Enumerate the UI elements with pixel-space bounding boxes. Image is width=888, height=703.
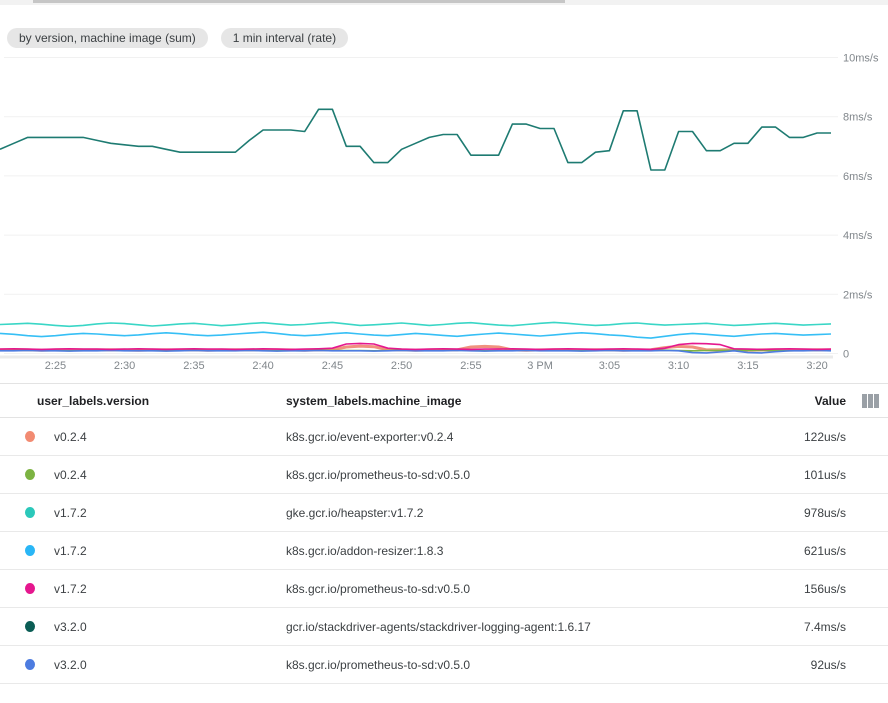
x-axis-label: 2:40	[252, 360, 273, 372]
machine-image-label: gke.gcr.io/heapster:v1.7.2	[286, 505, 424, 520]
x-axis-label: 3:15	[737, 360, 758, 372]
version-label: v0.2.4	[54, 429, 87, 444]
y-axis-label: 4ms/s	[843, 230, 873, 242]
column-header-version: user_labels.version	[37, 393, 150, 408]
table-header-actions	[846, 393, 888, 408]
column-header-machine-image: system_labels.machine_image	[286, 393, 462, 408]
version-label: v3.2.0	[54, 619, 87, 634]
series-color-dot	[25, 469, 35, 480]
top-toolbar-edge-segment	[33, 0, 565, 3]
x-axis-label: 2:35	[183, 360, 204, 372]
series-line-logging-agent	[0, 108, 831, 171]
cell-version: v1.7.2	[0, 544, 286, 558]
series-line-addon-resizer	[0, 331, 832, 339]
x-axis-label: 3 PM	[527, 360, 553, 372]
version-label: v1.7.2	[54, 543, 87, 558]
series-line-heapster	[0, 321, 832, 328]
view-columns-icon[interactable]	[862, 393, 879, 408]
column-header-value: Value	[814, 393, 846, 408]
table-row[interactable]: v3.2.0 k8s.gcr.io/prometheus-to-sd:v0.5.0…	[0, 646, 888, 684]
value-label: 122us/s	[803, 429, 846, 444]
table-row[interactable]: v0.2.4 k8s.gcr.io/event-exporter:v0.2.4 12…	[0, 418, 888, 456]
table-row[interactable]: v1.7.2 gke.gcr.io/heapster:v1.7.2 978us/s	[0, 494, 888, 532]
x-axis-label: 2:30	[114, 360, 135, 372]
version-label: v1.7.2	[54, 505, 87, 520]
series-color-dot	[25, 431, 35, 442]
cell-version: v3.2.0	[0, 620, 286, 634]
alignment-chip[interactable]: 1 min interval (rate)	[220, 28, 349, 48]
cell-version: v1.7.2	[0, 506, 286, 520]
value-label: 7.4ms/s	[803, 619, 846, 634]
cell-version: v0.2.4	[0, 430, 286, 444]
x-axis-label: 3:10	[668, 360, 689, 372]
table-body: v0.2.4 k8s.gcr.io/event-exporter:v0.2.4 12…	[0, 418, 888, 684]
x-axis-label: 3:05	[599, 360, 620, 372]
y-axis-label: 8ms/s	[843, 112, 873, 124]
x-axis-label: 2:50	[391, 360, 412, 372]
series-color-dot	[25, 507, 35, 518]
x-axis-label: 2:55	[460, 360, 481, 372]
y-axis-label: 0	[843, 349, 849, 361]
value-label: 621us/s	[803, 543, 846, 558]
version-label: v0.2.4	[54, 467, 87, 482]
breakdown-table: user_labels.version system_labels.machin…	[0, 383, 888, 684]
table-row[interactable]: v0.2.4 k8s.gcr.io/prometheus-to-sd:v0.5.0…	[0, 456, 888, 494]
machine-image-label: gcr.io/stackdriver-agents/stackdriver-lo…	[286, 619, 591, 634]
machine-image-label: k8s.gcr.io/event-exporter:v0.2.4	[286, 429, 454, 444]
y-axis-label: 10ms/s	[843, 53, 879, 65]
y-axis-label: 2ms/s	[843, 289, 873, 301]
value-label: 92us/s	[810, 657, 846, 672]
cell-version: v3.2.0	[0, 658, 286, 672]
chart-filter-chips: by version, machine image (sum) 1 min in…	[7, 28, 349, 48]
series-line-prometheus-v172	[0, 342, 832, 351]
table-row[interactable]: v1.7.2 k8s.gcr.io/addon-resizer:1.8.3 621u…	[0, 532, 888, 570]
top-toolbar-edge	[0, 0, 888, 5]
x-axis-line	[0, 355, 833, 359]
x-axis-label: 3:20	[806, 360, 827, 372]
table-header-row: user_labels.version system_labels.machin…	[0, 383, 888, 418]
table-row[interactable]: v1.7.2 k8s.gcr.io/prometheus-to-sd:v0.5.0…	[0, 570, 888, 608]
machine-image-label: k8s.gcr.io/prometheus-to-sd:v0.5.0	[286, 657, 471, 672]
value-label: 978us/s	[803, 505, 846, 520]
aggregation-chip[interactable]: by version, machine image (sum)	[7, 28, 208, 48]
machine-image-label: k8s.gcr.io/prometheus-to-sd:v0.5.0	[286, 467, 471, 482]
version-label: v1.7.2	[54, 581, 87, 596]
cell-version: v1.7.2	[0, 582, 286, 596]
series-color-dot	[25, 583, 35, 594]
series-color-dot	[25, 659, 35, 670]
table-row[interactable]: v3.2.0 gcr.io/stackdriver-agents/stackdri…	[0, 608, 888, 646]
x-axis-label: 2:45	[322, 360, 343, 372]
series-line-prometheus-v320	[0, 349, 832, 354]
series-color-dot	[25, 545, 35, 556]
machine-image-label: k8s.gcr.io/addon-resizer:1.8.3	[286, 543, 444, 558]
value-label: 101us/s	[803, 467, 846, 482]
x-axis-label: 2:25	[45, 360, 66, 372]
timeseries-chart[interactable]: 10ms/s 8ms/s 6ms/s 4ms/s 2ms/s 0 2:25 2:30 2:35 2…	[0, 0, 888, 380]
series-color-dot	[25, 621, 35, 632]
value-label: 156us/s	[803, 581, 846, 596]
y-axis-label: 6ms/s	[843, 171, 873, 183]
version-label: v3.2.0	[54, 657, 87, 672]
cell-version: v0.2.4	[0, 468, 286, 482]
machine-image-label: k8s.gcr.io/prometheus-to-sd:v0.5.0	[286, 581, 471, 596]
